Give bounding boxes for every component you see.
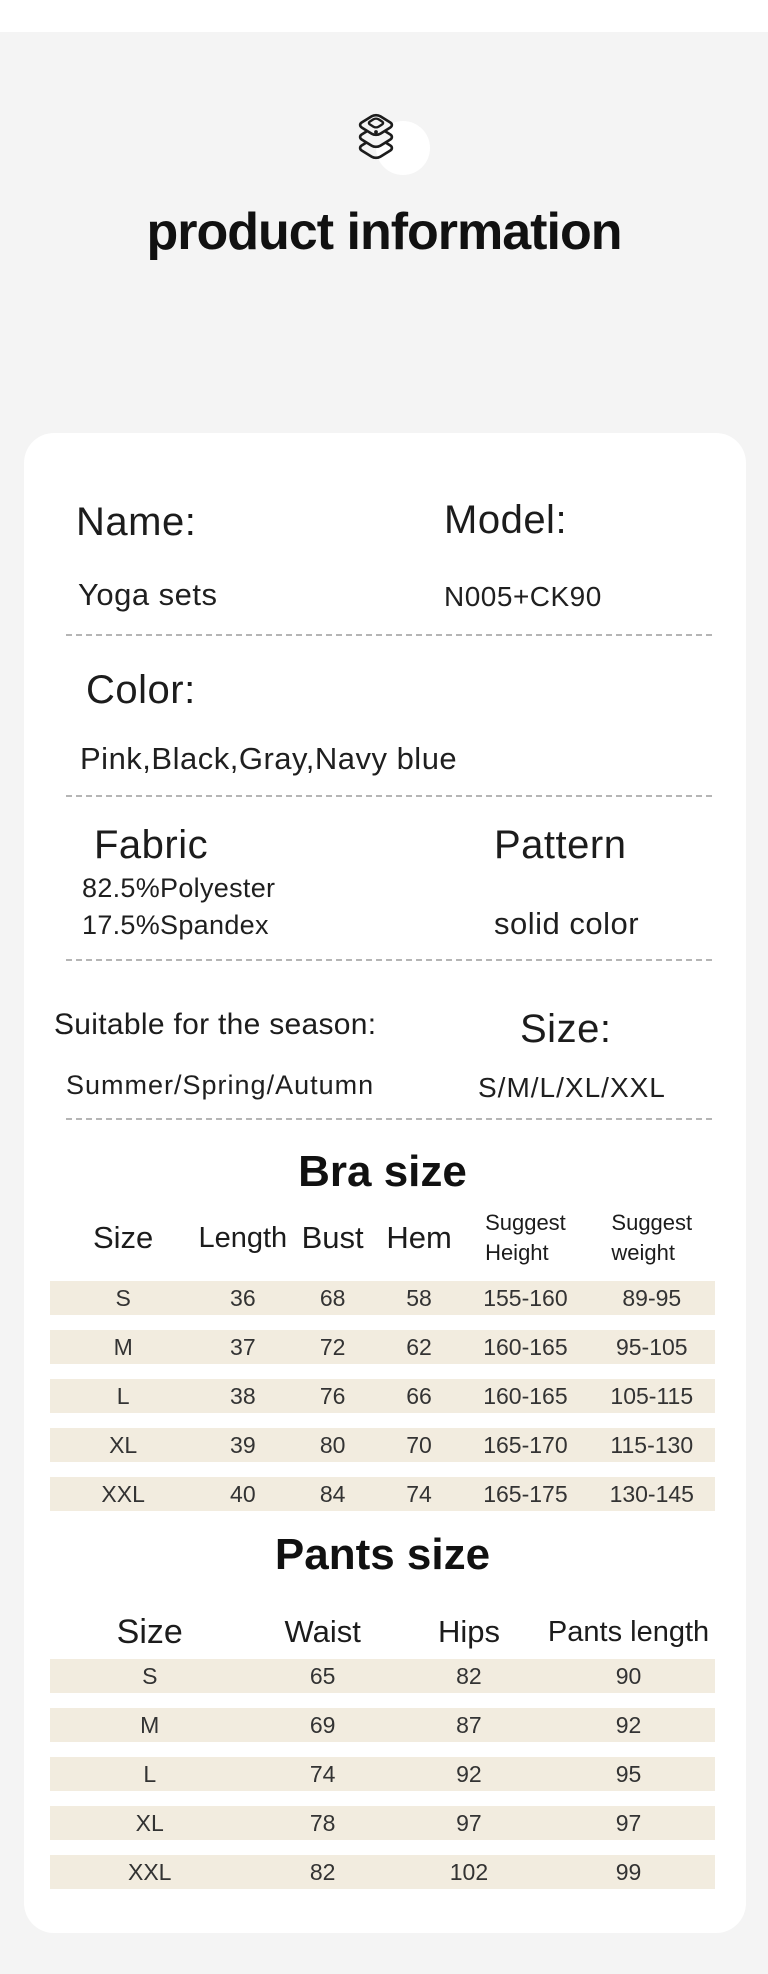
pants-table-header: Size Waist Hips Pants length <box>50 1610 715 1654</box>
table-cell: M <box>113 1333 133 1360</box>
table-cell: 36 <box>230 1284 256 1311</box>
table-row: M 37 72 62 160-165 95-105 <box>50 1330 715 1364</box>
table-cell: XXL <box>128 1858 172 1885</box>
name-label: Name: <box>76 500 197 544</box>
table-cell: 37 <box>230 1333 256 1360</box>
table-cell: 74 <box>309 1760 336 1787</box>
bra-table-header: Size Length Bust Hem Suggest Height Sugg… <box>50 1205 715 1271</box>
pants-header-length: Pants length <box>547 1615 710 1648</box>
table-cell: 74 <box>406 1480 432 1507</box>
table-cell: 76 <box>319 1382 346 1409</box>
bra-header-suggest-height: Suggest Height <box>485 1210 566 1265</box>
table-cell: 165-170 <box>483 1431 568 1458</box>
table-cell: 160-165 <box>483 1333 568 1360</box>
table-cell: 130-145 <box>609 1480 694 1507</box>
table-row: XXL 82 102 99 <box>50 1855 715 1889</box>
fabric-value-line2: 17.5%Spandex <box>82 910 269 940</box>
table-cell: 90 <box>615 1662 642 1689</box>
table-row: S 36 68 58 155-160 89-95 <box>50 1281 715 1315</box>
pants-size-title: Pants size <box>274 1530 491 1579</box>
fabric-value-line1: 82.5%Polyester <box>82 873 276 903</box>
table-cell: 99 <box>615 1858 642 1885</box>
table-cell: S <box>115 1284 131 1311</box>
table-cell: 95-105 <box>615 1333 688 1360</box>
table-cell: 80 <box>319 1431 346 1458</box>
table-cell: XL <box>135 1809 164 1836</box>
bra-table-rows: S 36 68 58 155-160 89-95 M 37 72 62 160-165 95-105 L… <box>50 1281 715 1526</box>
table-cell: 82 <box>309 1858 336 1885</box>
table-row: L 38 76 66 160-165 105-115 <box>50 1379 715 1413</box>
table-cell: XXL <box>101 1480 145 1507</box>
bra-header-size: Size <box>92 1220 154 1255</box>
table-cell: 97 <box>615 1809 642 1836</box>
pattern-label: Pattern <box>494 823 627 867</box>
table-cell: XL <box>109 1431 138 1458</box>
pants-header-hips: Hips <box>437 1614 500 1649</box>
table-row: XXL 40 84 74 165-175 130-145 <box>50 1477 715 1511</box>
season-label: Suitable for the season: <box>54 1008 377 1041</box>
table-cell: 115-130 <box>610 1431 694 1458</box>
table-row: S 65 82 90 <box>50 1659 715 1693</box>
model-label: Model: <box>444 498 568 542</box>
table-cell: 69 <box>309 1711 336 1738</box>
table-cell: L <box>116 1382 130 1409</box>
divider <box>66 1118 712 1120</box>
pants-header-waist: Waist <box>284 1614 361 1649</box>
page-title: product information <box>146 203 623 261</box>
pattern-value: solid color <box>494 906 640 941</box>
table-cell: 82 <box>456 1662 482 1689</box>
table-cell: 62 <box>406 1333 432 1360</box>
table-cell: S <box>142 1662 158 1689</box>
size-label: Size: <box>520 1007 612 1051</box>
table-row: XL 39 80 70 165-170 115-130 <box>50 1428 715 1462</box>
table-cell: 105-115 <box>610 1382 694 1409</box>
table-cell: 165-175 <box>483 1480 568 1507</box>
model-value: N005+CK90 <box>444 581 602 612</box>
layers-icon <box>352 108 400 166</box>
table-row: XL 78 97 97 <box>50 1806 715 1840</box>
bra-size-title: Bra size <box>298 1147 467 1196</box>
table-row: L 74 92 95 <box>50 1757 715 1791</box>
table-cell: 40 <box>230 1480 256 1507</box>
color-value: Pink,Black,Gray,Navy blue <box>80 741 458 776</box>
table-cell: 160-165 <box>483 1382 568 1409</box>
name-value: Yoga sets <box>78 577 218 612</box>
table-cell: 92 <box>456 1760 482 1787</box>
bra-header-length: Length <box>198 1221 288 1254</box>
table-cell: 92 <box>615 1711 642 1738</box>
size-value: S/M/L/XL/XXL <box>478 1072 666 1103</box>
divider <box>66 634 712 636</box>
table-cell: 68 <box>319 1284 346 1311</box>
table-cell: 87 <box>456 1711 482 1738</box>
table-row: M 69 87 92 <box>50 1708 715 1742</box>
table-cell: 84 <box>319 1480 346 1507</box>
table-cell: 97 <box>456 1809 482 1836</box>
color-label: Color: <box>86 668 196 712</box>
table-cell: 65 <box>309 1662 336 1689</box>
divider <box>66 795 712 797</box>
pants-header-size: Size <box>116 1612 183 1651</box>
bra-header-suggest-weight: Suggest weight <box>611 1210 693 1265</box>
table-cell: 89-95 <box>622 1284 682 1311</box>
divider <box>66 959 712 961</box>
fabric-label: Fabric <box>94 823 209 867</box>
table-cell: M <box>140 1711 160 1738</box>
table-cell: 155-160 <box>483 1284 568 1311</box>
table-cell: 72 <box>319 1333 346 1360</box>
table-cell: 95 <box>615 1760 642 1787</box>
season-value: Summer/Spring/Autumn <box>66 1070 375 1100</box>
bra-header-bust: Bust <box>301 1220 364 1255</box>
pants-table-rows: S 65 82 90 M 69 87 92 L 74 92 95 XL 78 97 97 XXL 82 102 99 <box>50 1659 715 1904</box>
table-cell: 78 <box>309 1809 336 1836</box>
table-cell: 38 <box>230 1382 256 1409</box>
table-cell: 70 <box>406 1431 432 1458</box>
table-cell: 58 <box>406 1284 432 1311</box>
table-cell: 102 <box>449 1858 489 1885</box>
table-cell: 66 <box>406 1382 432 1409</box>
table-cell: 39 <box>230 1431 256 1458</box>
bra-header-hem: Hem <box>386 1220 452 1255</box>
table-cell: L <box>143 1760 157 1787</box>
